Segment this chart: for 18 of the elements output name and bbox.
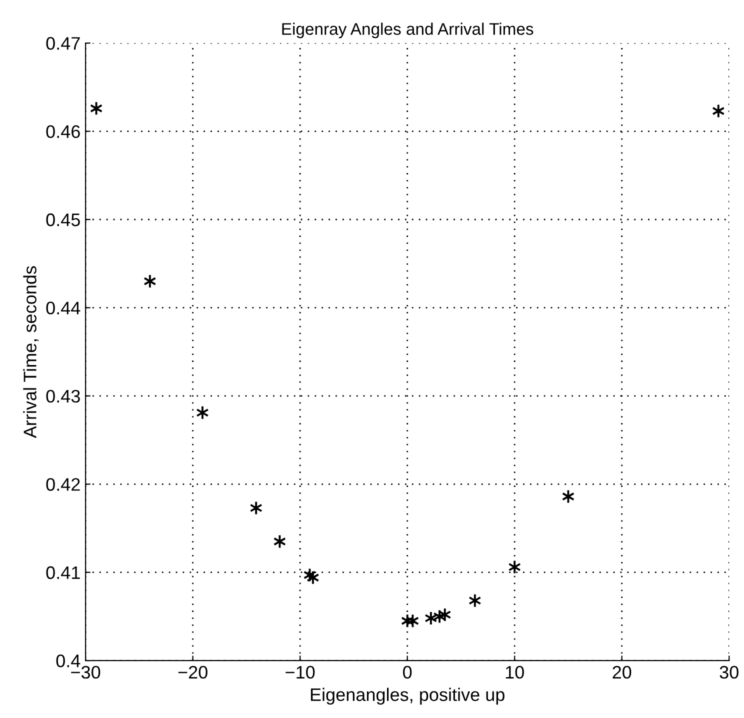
x-tick-label: 10 xyxy=(506,666,524,679)
y-tick-label: 0.44 xyxy=(46,302,80,314)
y-tick-label: 0.42 xyxy=(46,478,80,491)
y-tick-label: 0.46 xyxy=(46,125,80,138)
x-tick-label: −10 xyxy=(286,666,315,679)
x-axis-title: Eigenangles, positive up xyxy=(310,688,504,705)
chart-title: Eigenray Angles and Arrival Times xyxy=(282,22,534,38)
y-tick-label: 0.4 xyxy=(56,654,80,668)
x-tick-label: −30 xyxy=(71,666,100,679)
y-tick-label: 0.43 xyxy=(46,390,80,403)
x-tick-label: 20 xyxy=(612,666,632,679)
x-tick-label: 0 xyxy=(403,666,412,679)
y-tick-label: 0.41 xyxy=(46,566,80,580)
x-tick-label: 30 xyxy=(720,666,738,679)
y-tick-label: 0.47 xyxy=(46,37,80,50)
y-axis-title: Arrival Time, seconds xyxy=(23,266,39,438)
x-tick-label: −20 xyxy=(178,666,208,679)
y-tick-label: 0.45 xyxy=(46,213,80,226)
